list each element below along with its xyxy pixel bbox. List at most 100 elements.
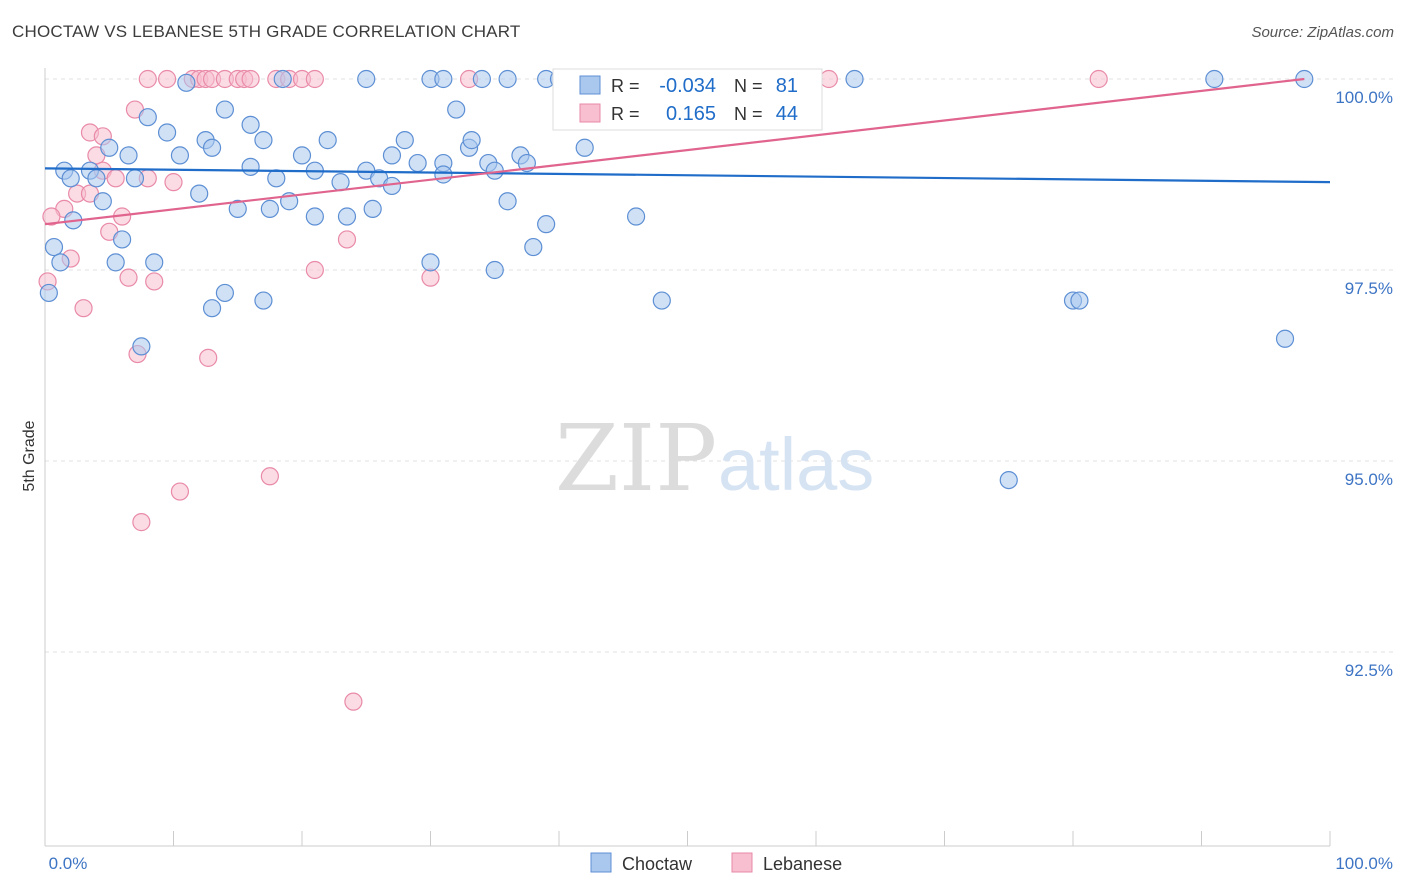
choctaw-point	[112, 230, 132, 249]
legend-lebanese-swatch	[731, 852, 753, 873]
choctaw-point	[254, 131, 273, 150]
choctaw-point	[228, 199, 247, 218]
choctaw-point	[999, 471, 1018, 490]
y-tick-label: 95.0%	[1345, 470, 1393, 489]
choctaw-point	[305, 207, 324, 226]
lebanese-point	[164, 173, 183, 192]
choctaw-point	[357, 69, 376, 89]
choctaw-n-value: 81	[776, 75, 798, 97]
choctaw-point	[537, 215, 556, 234]
lebanese-point	[119, 268, 138, 287]
y-tick-label: 97.5%	[1345, 279, 1393, 298]
choctaw-point	[845, 69, 864, 89]
lebanese-point	[199, 348, 218, 367]
choctaw-point	[472, 69, 491, 89]
choctaw-point	[652, 291, 671, 310]
source-credit: Source: ZipAtlas.com	[1251, 24, 1394, 41]
lebanese-point	[241, 69, 260, 89]
y-axis-label: 5th Grade	[21, 420, 38, 491]
choctaw-n-label: N =	[734, 76, 763, 96]
choctaw-point	[106, 253, 125, 272]
choctaw-point	[132, 337, 151, 356]
choctaw-point	[434, 69, 453, 89]
y-tick-labels: 92.5% 95.0% 97.5% 100.0%	[1335, 88, 1393, 680]
legend-choctaw-swatch	[590, 852, 612, 873]
lebanese-point	[157, 69, 177, 89]
lebanese-point	[305, 69, 324, 89]
choctaw-point	[462, 131, 481, 150]
lebanese-point	[421, 268, 440, 287]
watermark: ZIP atlas	[555, 405, 874, 512]
choctaw-point	[93, 192, 112, 211]
choctaw-point	[292, 146, 312, 165]
x-tick-label-min: 0.0%	[49, 854, 88, 873]
choctaw-point	[119, 146, 138, 165]
choctaw-point	[125, 169, 145, 188]
lebanese-point	[42, 207, 61, 226]
chart-title: CHOCTAW VS LEBANESE 5TH GRADE CORRELATIO…	[12, 22, 521, 41]
lebanese-n-value: 44	[776, 103, 798, 125]
lebanese-point	[106, 169, 125, 188]
lebanese-r-value: 0.165	[666, 103, 716, 125]
legend-choctaw-label: Choctaw	[622, 854, 693, 874]
stats-legend: R = -0.034 N = 81 R = 0.165 N = 44	[552, 68, 823, 131]
choctaw-r-value: -0.034	[659, 75, 716, 97]
choctaw-point	[267, 169, 286, 188]
lebanese-point	[145, 272, 164, 291]
choctaw-point	[331, 173, 350, 192]
choctaw-point	[273, 69, 292, 89]
choctaw-point	[138, 108, 157, 127]
y-tick-label: 92.5%	[1345, 661, 1393, 680]
choctaw-point	[241, 157, 260, 176]
lebanese-point	[138, 69, 157, 89]
choctaw-point	[408, 153, 427, 173]
choctaw-point	[202, 138, 222, 157]
choctaw-trend-line	[44, 167, 1331, 184]
choctaw-point	[100, 138, 119, 157]
lebanese-trend-line	[44, 77, 1305, 226]
choctaw-point	[498, 69, 517, 89]
lebanese-points	[38, 69, 1108, 711]
choctaw-point	[382, 146, 402, 165]
choctaw-point	[434, 165, 453, 184]
choctaw-point	[318, 131, 337, 150]
watermark-zip: ZIP	[555, 405, 717, 512]
choctaw-point	[1205, 69, 1224, 89]
watermark-atlas: atlas	[718, 423, 874, 506]
choctaw-r-label: R =	[611, 76, 640, 96]
legend-lebanese-label: Lebanese	[763, 854, 842, 874]
choctaw-point	[524, 237, 543, 257]
lebanese-point	[337, 230, 357, 249]
choctaw-point	[202, 299, 222, 318]
choctaw-point	[215, 100, 234, 119]
lebanese-point	[132, 513, 151, 532]
choctaw-point	[215, 283, 234, 303]
choctaw-point	[39, 283, 58, 303]
x-ticks	[44, 831, 1331, 846]
trend-lines	[44, 77, 1331, 226]
choctaw-point	[145, 253, 164, 272]
choctaw-point	[241, 115, 260, 134]
choctaw-point	[337, 207, 357, 226]
lebanese-swatch	[579, 103, 601, 123]
choctaw-point	[254, 291, 273, 310]
choctaw-point	[1275, 329, 1295, 348]
x-tick-label-max: 100.0%	[1335, 854, 1393, 873]
y-tick-label: 100.0%	[1335, 88, 1393, 107]
choctaw-point	[44, 237, 64, 257]
choctaw-point	[498, 192, 517, 211]
choctaw-point	[447, 100, 466, 119]
choctaw-point	[87, 169, 106, 188]
lebanese-point	[819, 69, 838, 89]
choctaw-point	[61, 169, 80, 188]
choctaw-point	[170, 146, 190, 165]
choctaw-point	[51, 253, 70, 272]
lebanese-point	[1089, 69, 1108, 89]
choctaw-point	[260, 199, 279, 218]
choctaw-point	[626, 207, 646, 226]
choctaw-point	[485, 260, 504, 280]
choctaw-point	[1070, 291, 1089, 310]
choctaw-point	[421, 253, 440, 272]
choctaw-point	[575, 138, 594, 157]
choctaw-swatch	[579, 75, 601, 95]
